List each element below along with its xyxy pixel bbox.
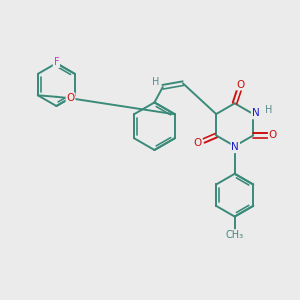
Text: O: O [269,130,277,140]
Text: CH₃: CH₃ [226,230,244,240]
Text: O: O [236,80,245,90]
Text: O: O [194,138,202,148]
Text: H: H [265,106,272,116]
Text: N: N [252,108,260,118]
Text: F: F [54,57,59,67]
Text: H: H [152,76,159,87]
Text: N: N [231,142,239,152]
Text: O: O [66,93,75,103]
